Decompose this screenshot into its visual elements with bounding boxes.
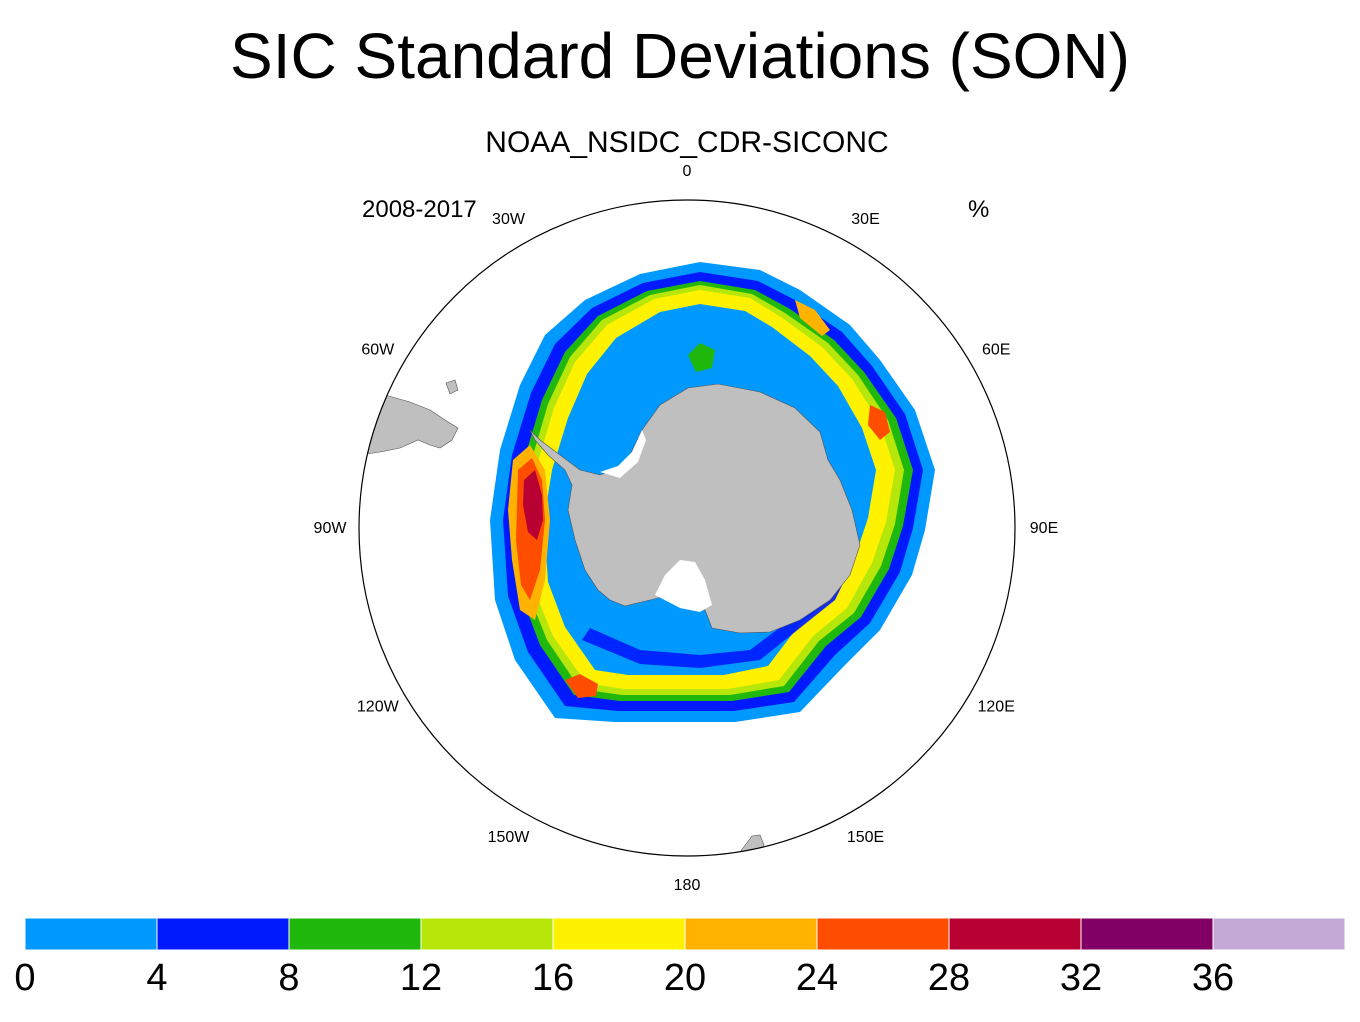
longitude-label: 30W [492,211,526,228]
dataset-subtitle: NOAA_NSIDC_CDR-SICONC [485,126,889,159]
new-zealand-island [739,834,765,856]
map-frame [358,199,1016,857]
figure-title: SIC Standard Deviations (SON) [230,20,1130,92]
colorbar-box [156,917,290,951]
ross-ice-shelf [655,560,712,612]
colorbar-label: 12 [400,957,442,999]
longitude-label: 90E [1030,520,1058,537]
falkland-islands [445,379,459,395]
colorbar-label: 16 [532,957,574,999]
longitude-label: 120W [357,699,400,716]
south-america-landmass [359,394,459,456]
units-label: % [968,196,990,223]
colorbar-label: 36 [1192,957,1234,999]
ronne-ice-shelf [600,430,646,478]
colorbar-box [552,917,686,951]
longitude-label: 0 [683,163,692,180]
colorbar-boxes [24,917,1346,951]
sic-patch-east [868,405,890,440]
colorbar-box [288,917,422,951]
period-label: 2008-2017 [362,196,477,223]
sic-patch-southeast [565,674,598,698]
colorbar-label: 4 [146,957,167,999]
longitude-label: 150E [847,829,884,846]
sic-patch-northeast [795,300,830,336]
longitude-labels: 0 30E 60E 90E 120E 150E 180 150W 120W 90W 60W 30W [314,163,1059,890]
colorbar: 0 4 8 12 16 20 24 28 32 36 [14,917,1346,999]
longitude-label: 60E [982,342,1010,359]
sic-patch-weddell [688,343,715,372]
colorbar-box [420,917,554,951]
colorbar-label: 8 [278,957,299,999]
colorbar-label: 24 [796,957,838,999]
colorbar-box [1080,917,1214,951]
colorbar-box [816,917,950,951]
colorbar-box [1212,917,1346,951]
longitude-label: 90W [314,520,348,537]
sic-patch-32-36 [523,470,543,540]
map-field [359,262,935,856]
longitude-label: 30E [851,211,879,228]
colorbar-box [948,917,1082,951]
colorbar-box [24,917,158,951]
colorbar-label: 0 [14,957,35,999]
antarctica-landmass [529,383,861,634]
polar-map: 0 30E 60E 90E 120E 150E 180 150W 120W 90W 60W 30W [314,163,1059,890]
colorbar-box [684,917,818,951]
longitude-label: 150W [488,829,531,846]
longitude-label: 180 [674,877,701,890]
longitude-label: 60W [361,342,395,359]
colorbar-labels: 0 4 8 12 16 20 24 28 32 36 [14,957,1234,999]
longitude-label: 120E [978,699,1015,716]
colorbar-label: 32 [1060,957,1102,999]
colorbar-label: 20 [664,957,706,999]
colorbar-label: 28 [928,957,970,999]
